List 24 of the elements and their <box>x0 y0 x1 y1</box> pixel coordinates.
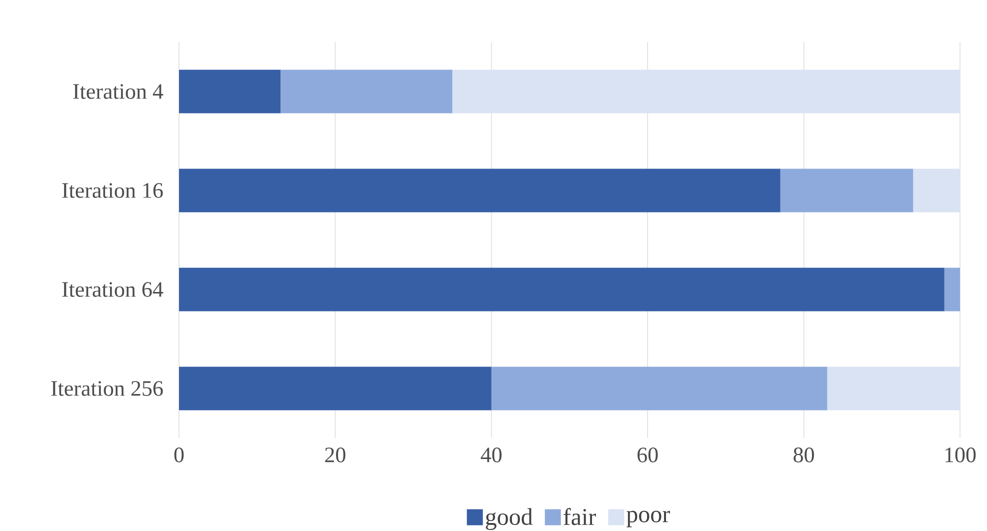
bar <box>179 268 944 312</box>
bar <box>491 366 828 410</box>
x-tick-label: 100 <box>945 448 976 462</box>
x-tick-label: 80 <box>794 448 814 462</box>
legend-label: good <box>486 508 533 530</box>
bar <box>827 366 960 410</box>
bar <box>179 70 281 114</box>
legend-label: poor <box>626 510 670 528</box>
y-tick-label: Iteration 16 <box>62 183 163 198</box>
bar <box>913 168 960 212</box>
x-tick-label: 20 <box>325 448 346 462</box>
y-tick-label: Iteration 64 <box>62 282 164 297</box>
bar <box>452 70 960 114</box>
y-tick-label: Iteration 4 <box>73 84 164 99</box>
bar <box>280 70 452 114</box>
x-tick-label: 60 <box>638 448 658 462</box>
bar <box>944 268 960 312</box>
bar <box>179 366 492 410</box>
bar <box>780 168 914 212</box>
y-tick-label: Iteration 256 <box>51 381 163 396</box>
x-tick-label: 0 <box>174 448 184 462</box>
legend-label: fair <box>564 508 596 526</box>
x-tick-label: 40 <box>480 448 502 462</box>
bar <box>179 168 780 212</box>
